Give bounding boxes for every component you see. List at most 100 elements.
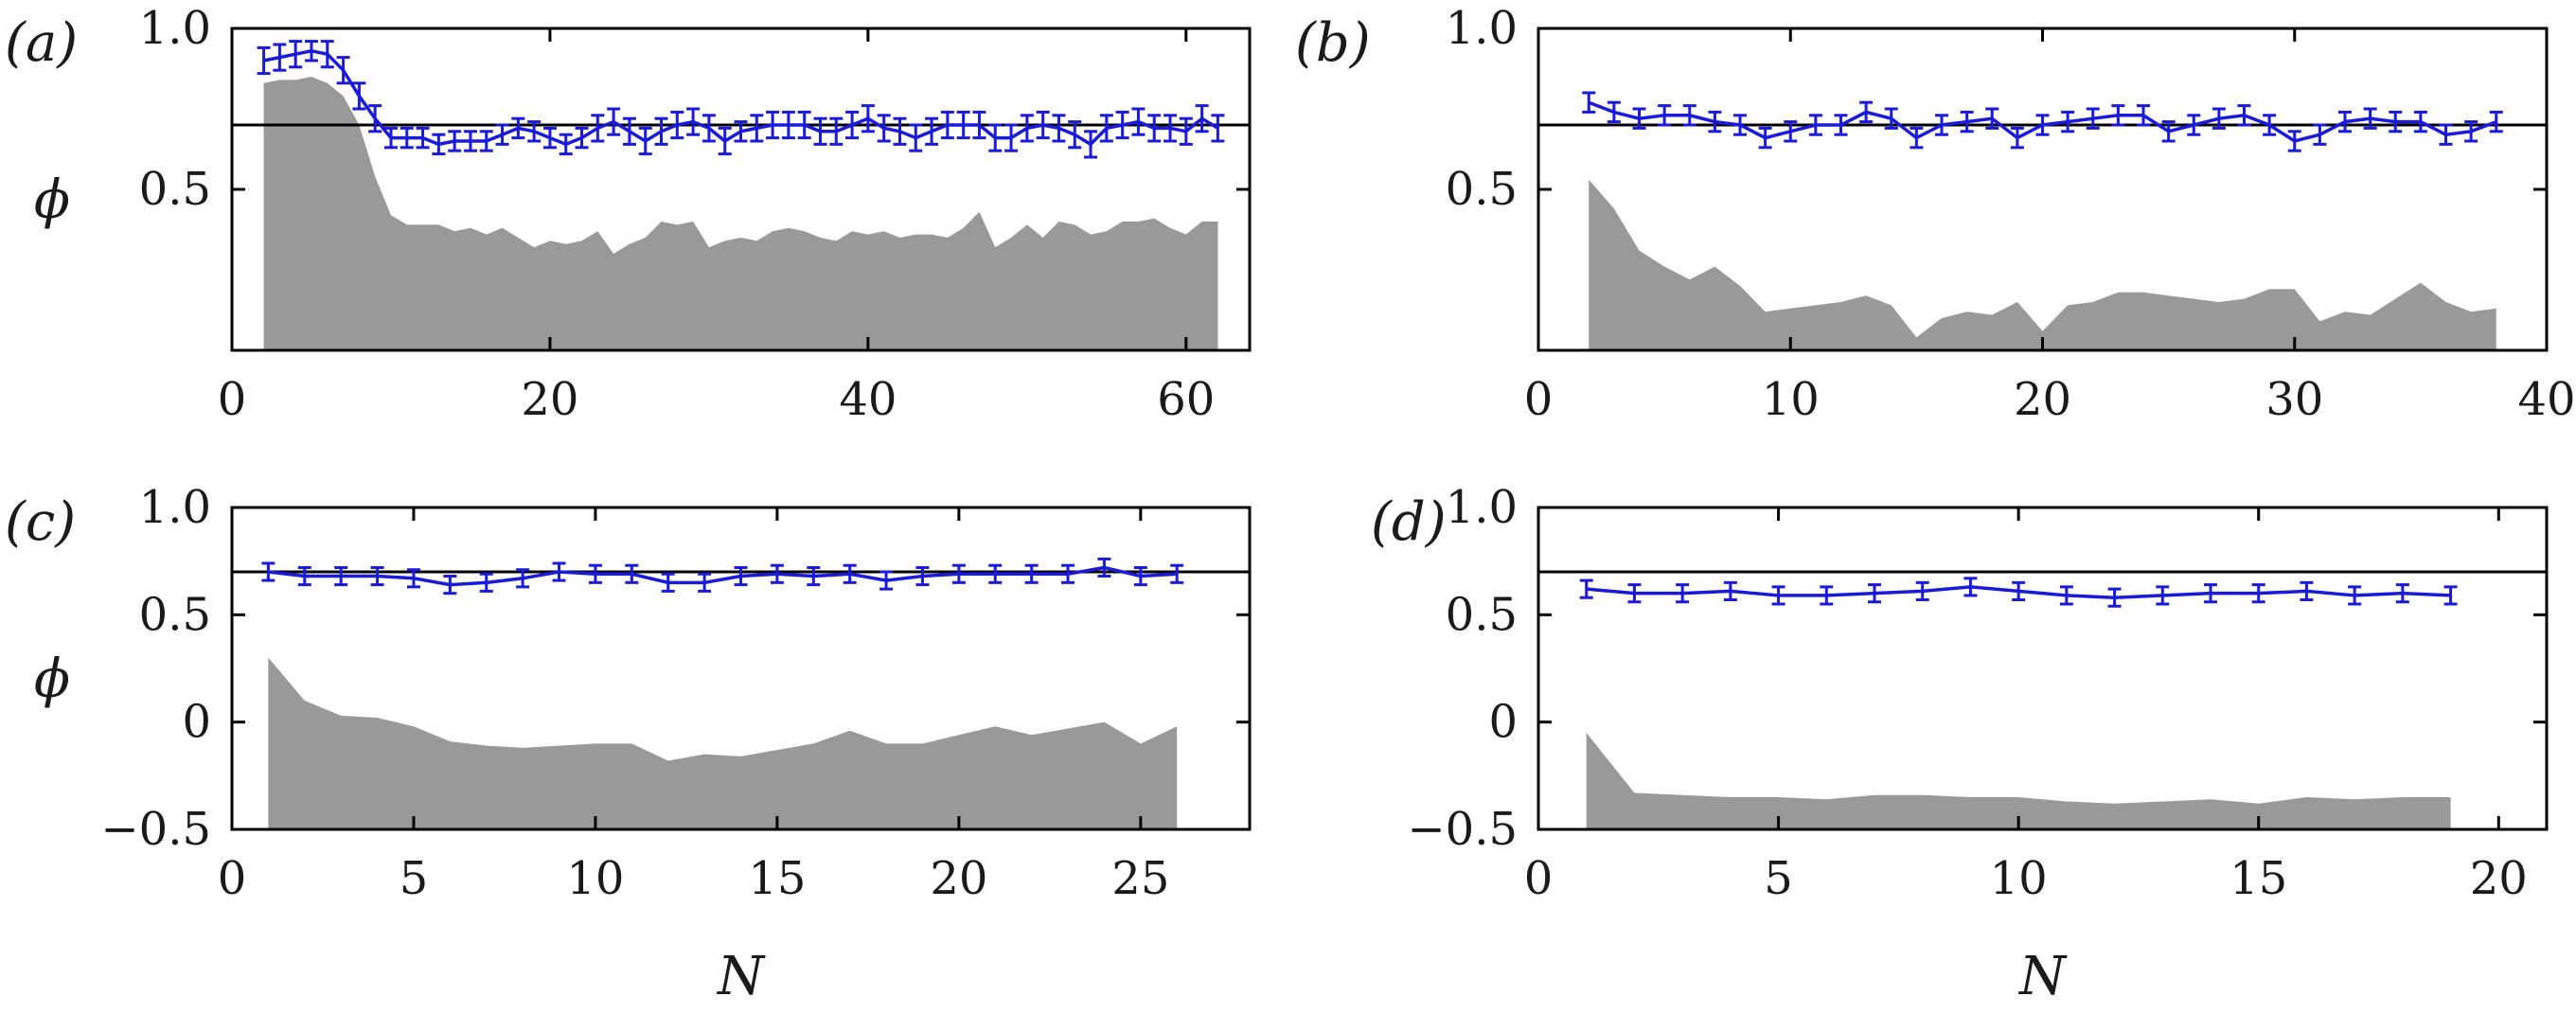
error-bar [2251,583,2265,604]
error-bar [893,116,907,146]
error-bar [879,570,894,591]
error-bar [718,126,732,156]
error-bar [2443,585,2458,606]
error-bar [495,123,509,146]
y-tick-label: 1.0 [139,481,211,534]
y-tick-label: 1.0 [1446,481,1518,534]
error-bar [443,575,457,596]
error-bar [2107,587,2122,608]
error-bar [829,116,844,146]
error-bar [334,565,348,587]
error-bar [607,107,621,136]
error-bar [625,563,639,584]
error-bar [843,563,857,584]
error-bar [915,565,930,587]
error-bar [516,568,530,589]
plot-frame [1537,506,2549,831]
error-bar [406,568,420,589]
error-bar [257,45,271,76]
error-bar [1733,114,1747,136]
error-bar [1820,585,1834,606]
error-bar [861,104,875,133]
error-bar [1582,91,1596,114]
error-bar [988,563,1003,584]
error-bar [956,110,970,140]
error-bar [2389,110,2403,133]
error-bar [1099,114,1113,143]
distribution-area [1589,179,2496,350]
error-bar [1020,114,1034,143]
y-tick-label: 0.5 [139,163,211,216]
error-bar [1676,583,1690,604]
y-axis-label: ϕ [34,169,70,231]
error-bar [1915,580,1929,601]
x-tick-label: 0 [1524,373,1554,426]
y-tick-label: −0.5 [1407,803,1518,856]
error-bar [877,114,891,143]
error-bar [511,116,525,140]
x-tick-label: 10 [1990,852,2048,905]
error-bar [1758,126,1772,150]
error-bar [1607,100,1621,124]
error-bar [463,130,477,152]
x-tick-label: 20 [2470,852,2528,905]
x-tick-label: 20 [930,852,987,905]
error-bar [1859,100,1874,124]
panel-2: 0 5 10 15 20 25−0.500.51.0(c)ϕN [5,481,1252,1007]
error-bar [261,561,275,582]
panel-0: 0 20 40 60 0.5 1.0 (a) ϕ [5,2,1252,426]
x-tick-label: 15 [2230,852,2287,905]
x-tick-label: 10 [1762,373,1820,426]
y-tick-label: 0.5 [1446,163,1518,216]
x-tick-label: 20 [521,373,578,426]
error-bar [2212,107,2226,130]
y-tick-label: 1.0 [1446,2,1518,55]
phi-line [268,565,1178,587]
y-tick-label: 0 [1488,696,1518,749]
y-tick-label: 0.5 [1446,588,1518,641]
panel-label: (d) [1371,491,1447,553]
error-bar [2137,104,2150,127]
error-bar [2010,126,2024,150]
x-tick-label: 0 [1524,852,1554,905]
error-bar [542,126,557,150]
error-bar [1131,107,1146,136]
error-bar [1084,130,1098,159]
error-bar [940,110,954,140]
error-bar [559,133,573,156]
error-bar [734,120,748,143]
error-bar [1910,126,1924,150]
y-tick-label: 0 [182,696,211,749]
error-bar [2187,114,2201,136]
x-tick-label: 0 [218,852,247,905]
error-bar [400,126,414,150]
error-bar [479,130,493,152]
error-bar [1061,563,1075,584]
error-bar [1024,563,1039,584]
error-bar [1164,114,1178,143]
error-bar [845,110,860,140]
error-bar [448,130,462,152]
error-bar [479,572,493,593]
error-bar [2300,580,2314,601]
error-bar [2012,580,2026,601]
error-bar [432,133,446,156]
error-bar [352,81,366,111]
panel-1: 0 10 20 30 40 0.5 1.0 (b) [1295,2,2576,426]
error-bar [1963,577,1978,597]
error-bar [591,114,605,143]
error-bar [702,114,716,143]
error-bar [320,40,334,69]
error-bar [1784,120,1798,143]
x-tick-label: 20 [2014,373,2071,426]
error-bar [734,565,748,587]
panel-3: 0 5 10 15 20−0.500.51.0(d)N [1371,481,2549,1007]
error-bar [2204,583,2217,604]
error-bar [654,116,668,146]
error-bar [1985,107,1999,130]
x-tick-label: 15 [748,852,806,905]
error-bar [698,572,712,593]
error-bar [1004,123,1019,152]
error-bar [770,563,784,584]
